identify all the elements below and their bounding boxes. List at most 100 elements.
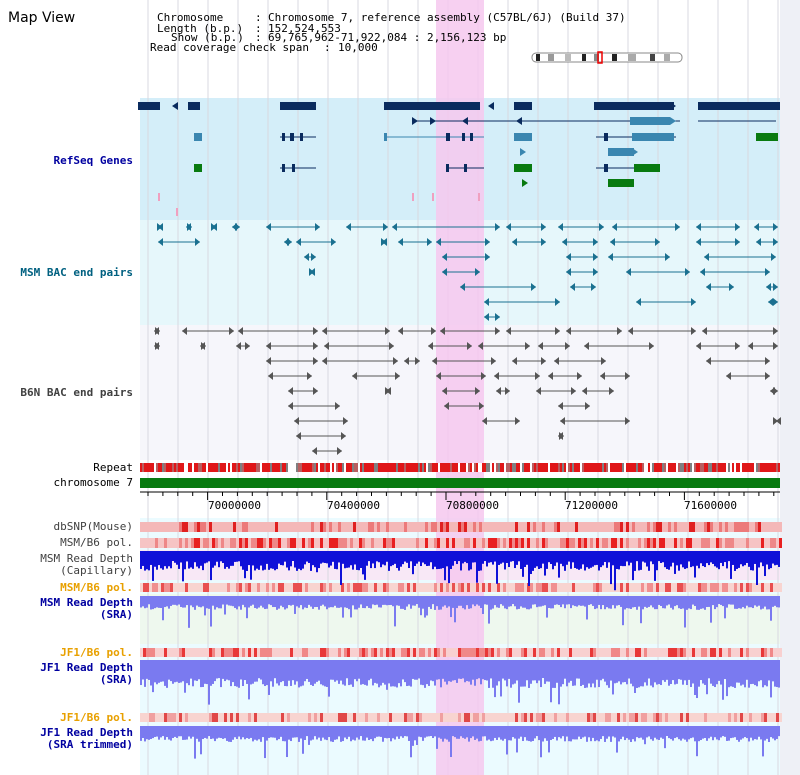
- read-depth-bar: [390, 596, 392, 605]
- b6n-bac-end: [496, 387, 501, 395]
- polymorphism-cell: [470, 583, 473, 592]
- read-depth-bar: [438, 596, 440, 610]
- read-depth-bar: [158, 660, 160, 683]
- repeat-segment: [610, 463, 612, 472]
- read-depth-bar: [232, 726, 234, 740]
- read-depth-bar: [164, 596, 166, 608]
- polymorphism-cell: [368, 538, 371, 548]
- polymorphism-cell: [206, 538, 209, 548]
- track-label-msm-b6-pol-cap[interactable]: MSM/B6 pol.: [60, 536, 133, 549]
- read-depth-bar: [608, 660, 610, 688]
- read-depth-bar: [266, 551, 268, 564]
- polymorphism-cell: [725, 713, 728, 722]
- track-label-msm-depth-cap-1[interactable]: MSM Read Depth: [40, 552, 133, 565]
- polymorphism-cell: [536, 713, 539, 722]
- read-depth-bar: [718, 596, 720, 605]
- track-label-jf1-depth-1[interactable]: JF1 Read Depth: [40, 661, 133, 674]
- read-depth-bar: [662, 660, 664, 681]
- polymorphism-cell: [713, 713, 716, 722]
- b6n-bac-end: [322, 327, 327, 335]
- polymorphism-cell: [494, 713, 497, 722]
- polymorphism-cell: [461, 538, 464, 548]
- read-depth-bar: [452, 726, 454, 737]
- repeat-segment: [326, 463, 328, 472]
- read-depth-bar: [202, 551, 204, 571]
- read-depth-bar: [514, 596, 516, 607]
- track-label-jf1-b6-pol-t[interactable]: JF1/B6 pol.: [60, 711, 133, 724]
- read-depth-bar: [166, 596, 168, 607]
- repeat-segment: [520, 463, 522, 472]
- read-depth-bar: [480, 726, 482, 741]
- track-label-b6n-bac[interactable]: B6N BAC end pairs: [20, 386, 133, 399]
- b6n-bac-end: [696, 342, 701, 350]
- read-depth-bar: [552, 551, 554, 570]
- read-depth-bar: [444, 726, 446, 739]
- read-depth-bar: [528, 551, 530, 587]
- read-depth-bar: [366, 660, 368, 686]
- polymorphism-cell: [764, 713, 767, 722]
- read-depth-bar: [182, 551, 184, 582]
- track-label-jf1-depth-t-1[interactable]: JF1 Read Depth: [40, 726, 133, 739]
- polymorphism-cell: [611, 648, 614, 657]
- polymorphism-cell: [653, 522, 656, 532]
- repeat-segment: [712, 463, 714, 472]
- track-label-jf1-b6-pol[interactable]: JF1/B6 pol.: [60, 646, 133, 659]
- read-depth-bar: [312, 551, 314, 566]
- msm-bac-end: [562, 238, 567, 246]
- polymorphism-cell: [761, 713, 764, 722]
- b6n-bac-end: [343, 417, 348, 425]
- read-depth-bar: [668, 596, 670, 605]
- read-depth-bar: [364, 660, 366, 685]
- repeat-segment: [582, 463, 584, 472]
- read-depth-bar: [650, 660, 652, 686]
- read-depth-bar: [754, 726, 756, 740]
- read-depth-bar: [296, 660, 298, 682]
- read-depth-bar: [464, 726, 466, 739]
- read-depth-bar: [654, 596, 656, 610]
- read-depth-bar: [180, 660, 182, 683]
- repeat-segment: [300, 463, 302, 472]
- track-label-msm-bac[interactable]: MSM BAC end pairs: [20, 266, 133, 279]
- polymorphism-cell: [488, 648, 491, 657]
- axis-tick-label: 71200000: [565, 499, 618, 512]
- repeat-segment: [214, 463, 216, 472]
- read-depth-bar: [214, 551, 216, 566]
- read-depth-bar: [668, 660, 670, 686]
- strand-arrow: [430, 117, 436, 125]
- polymorphism-cell: [353, 648, 356, 657]
- polymorphism-cell: [740, 713, 743, 722]
- polymorphism-cell: [182, 522, 185, 532]
- gene-exon: [634, 164, 660, 172]
- track-label-msm-depth-sra-1[interactable]: MSM Read Depth: [40, 596, 133, 609]
- polymorphism-cell: [377, 713, 380, 722]
- read-depth-bar: [348, 660, 350, 686]
- polymorphism-cell: [389, 522, 392, 532]
- polymorphism-cell: [629, 583, 632, 592]
- track-label-refseq[interactable]: RefSeq Genes: [53, 154, 133, 167]
- read-depth-bar: [600, 660, 602, 681]
- polymorphism-cell: [431, 538, 434, 548]
- repeat-segment: [394, 463, 396, 472]
- read-depth-bar: [150, 726, 152, 740]
- polymorphism-cell: [629, 648, 632, 657]
- read-depth-bar: [576, 726, 578, 740]
- read-depth-bar: [212, 551, 214, 568]
- read-depth-bar: [322, 660, 324, 686]
- b6n-bac-end: [431, 327, 436, 335]
- track-label-dbsnp[interactable]: dbSNP(Mouse): [53, 520, 133, 533]
- repeat-segment: [330, 463, 332, 472]
- polymorphism-cell: [452, 648, 455, 657]
- read-depth-bar: [408, 660, 410, 686]
- repeat-segment: [296, 463, 298, 472]
- polymorphism-cell: [197, 522, 200, 532]
- read-depth-bar: [612, 551, 614, 566]
- read-depth-bar: [678, 596, 680, 609]
- polymorphism-cell: [410, 522, 413, 532]
- track-label-msm-b6-pol-sra[interactable]: MSM/B6 pol.: [60, 581, 133, 594]
- polymorphism-cell: [554, 538, 557, 548]
- track-label-repeat[interactable]: Repeat: [93, 461, 133, 474]
- read-depth-bar: [550, 660, 552, 703]
- b6n-bac-end: [584, 342, 589, 350]
- track-label-chromosome[interactable]: chromosome 7: [53, 476, 133, 489]
